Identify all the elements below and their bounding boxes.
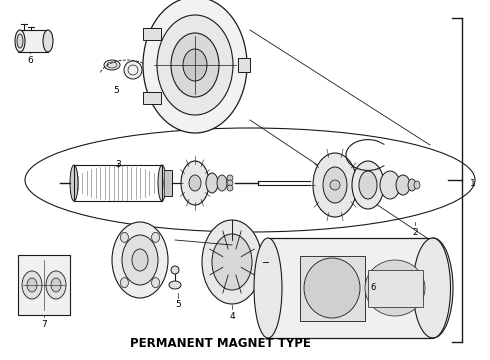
Bar	[143, 92, 161, 104]
Text: 7: 7	[41, 320, 47, 329]
Text: 5: 5	[113, 86, 119, 95]
Bar	[238, 58, 250, 72]
Bar	[74, 165, 162, 201]
Ellipse shape	[227, 185, 233, 191]
Text: 4: 4	[229, 312, 235, 321]
Ellipse shape	[202, 220, 262, 304]
Ellipse shape	[122, 235, 158, 285]
Bar	[164, 170, 172, 195]
Ellipse shape	[124, 61, 142, 79]
Ellipse shape	[43, 30, 53, 52]
Ellipse shape	[227, 180, 233, 186]
Text: 1: 1	[470, 179, 476, 188]
Ellipse shape	[104, 60, 120, 70]
Ellipse shape	[171, 33, 219, 97]
Ellipse shape	[17, 34, 23, 48]
Ellipse shape	[227, 175, 233, 181]
Ellipse shape	[70, 165, 78, 201]
Text: 2: 2	[412, 228, 418, 237]
Ellipse shape	[151, 232, 160, 242]
Ellipse shape	[380, 171, 400, 199]
Ellipse shape	[157, 15, 233, 115]
Ellipse shape	[414, 181, 420, 189]
Text: 6: 6	[370, 284, 375, 292]
Ellipse shape	[313, 153, 357, 217]
Ellipse shape	[254, 238, 282, 338]
Ellipse shape	[206, 173, 218, 193]
Ellipse shape	[212, 234, 252, 290]
Ellipse shape	[352, 161, 384, 209]
Ellipse shape	[413, 238, 453, 338]
Ellipse shape	[132, 249, 148, 271]
Text: 6: 6	[27, 56, 33, 65]
Bar	[18, 255, 70, 315]
Ellipse shape	[121, 278, 128, 288]
Ellipse shape	[112, 222, 168, 298]
Ellipse shape	[181, 161, 209, 205]
Text: PERMANENT MAGNET TYPE: PERMANENT MAGNET TYPE	[129, 337, 311, 350]
Ellipse shape	[365, 260, 425, 316]
Ellipse shape	[183, 49, 207, 81]
Text: 3: 3	[115, 160, 121, 169]
Ellipse shape	[107, 62, 117, 68]
Ellipse shape	[121, 232, 128, 242]
Bar	[300, 256, 365, 321]
Ellipse shape	[408, 179, 416, 191]
Bar	[368, 270, 423, 307]
Bar	[268, 238, 433, 338]
Ellipse shape	[189, 175, 201, 191]
Ellipse shape	[330, 180, 340, 190]
Text: 5: 5	[175, 300, 181, 309]
Ellipse shape	[158, 165, 166, 201]
Ellipse shape	[323, 167, 347, 203]
Ellipse shape	[46, 271, 66, 299]
Ellipse shape	[304, 258, 360, 318]
Bar	[143, 28, 161, 40]
Ellipse shape	[396, 175, 410, 195]
Ellipse shape	[217, 175, 227, 191]
Bar	[18, 30, 48, 52]
Ellipse shape	[27, 278, 37, 292]
Ellipse shape	[359, 171, 377, 199]
Ellipse shape	[169, 281, 181, 289]
Ellipse shape	[151, 278, 160, 288]
Ellipse shape	[143, 0, 247, 133]
Ellipse shape	[171, 266, 179, 274]
Ellipse shape	[22, 271, 42, 299]
Ellipse shape	[164, 170, 172, 195]
Ellipse shape	[51, 278, 61, 292]
Ellipse shape	[15, 30, 25, 52]
